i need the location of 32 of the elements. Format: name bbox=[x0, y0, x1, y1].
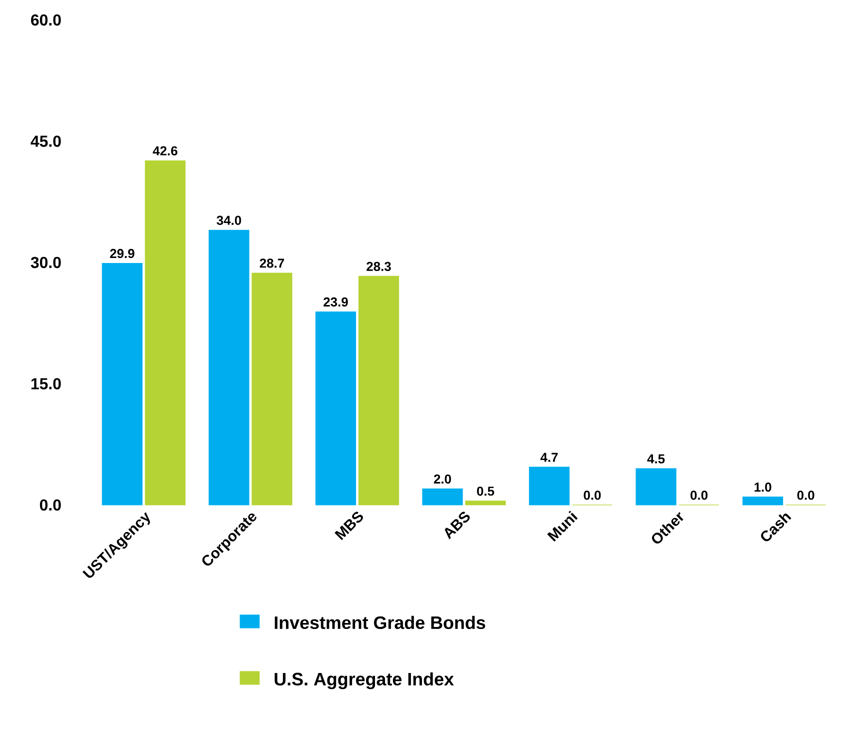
data-label: 23.9 bbox=[324, 297, 348, 307]
data-label: 0.5 bbox=[477, 486, 494, 496]
y-tick-label: 30.0 bbox=[30, 256, 61, 268]
data-label: 4.7 bbox=[540, 452, 558, 462]
legend-label: Investment Grade Bonds bbox=[274, 616, 486, 630]
bar bbox=[528, 466, 570, 506]
y-tick-label: 0.0 bbox=[40, 499, 61, 511]
data-label: 2.0 bbox=[434, 474, 451, 484]
bar bbox=[636, 468, 676, 506]
y-tick-label: 45.0 bbox=[30, 136, 61, 147]
data-label: 28.3 bbox=[366, 262, 391, 272]
data-label: 0.0 bbox=[797, 490, 814, 500]
bar bbox=[252, 272, 292, 506]
bar bbox=[208, 230, 250, 506]
data-label: 4.5 bbox=[647, 454, 665, 464]
legend-label: U.S. Aggregate Index bbox=[274, 672, 454, 690]
bar bbox=[358, 276, 400, 506]
data-label: 0.0 bbox=[690, 490, 708, 500]
data-label: 42.6 bbox=[152, 146, 178, 156]
data-label: 1.0 bbox=[754, 482, 772, 492]
y-tick-label: 60.0 bbox=[31, 14, 61, 26]
data-label: 28.7 bbox=[260, 258, 284, 268]
bar bbox=[465, 500, 506, 506]
bar bbox=[742, 496, 784, 506]
data-label: 0.0 bbox=[584, 490, 601, 500]
bar bbox=[102, 262, 143, 506]
bar bbox=[422, 488, 463, 506]
bar bbox=[144, 160, 186, 506]
data-label: 29.9 bbox=[110, 248, 134, 258]
bar bbox=[315, 311, 356, 506]
data-label: 34.0 bbox=[216, 216, 242, 225]
y-tick-label: 15.0 bbox=[31, 378, 61, 390]
